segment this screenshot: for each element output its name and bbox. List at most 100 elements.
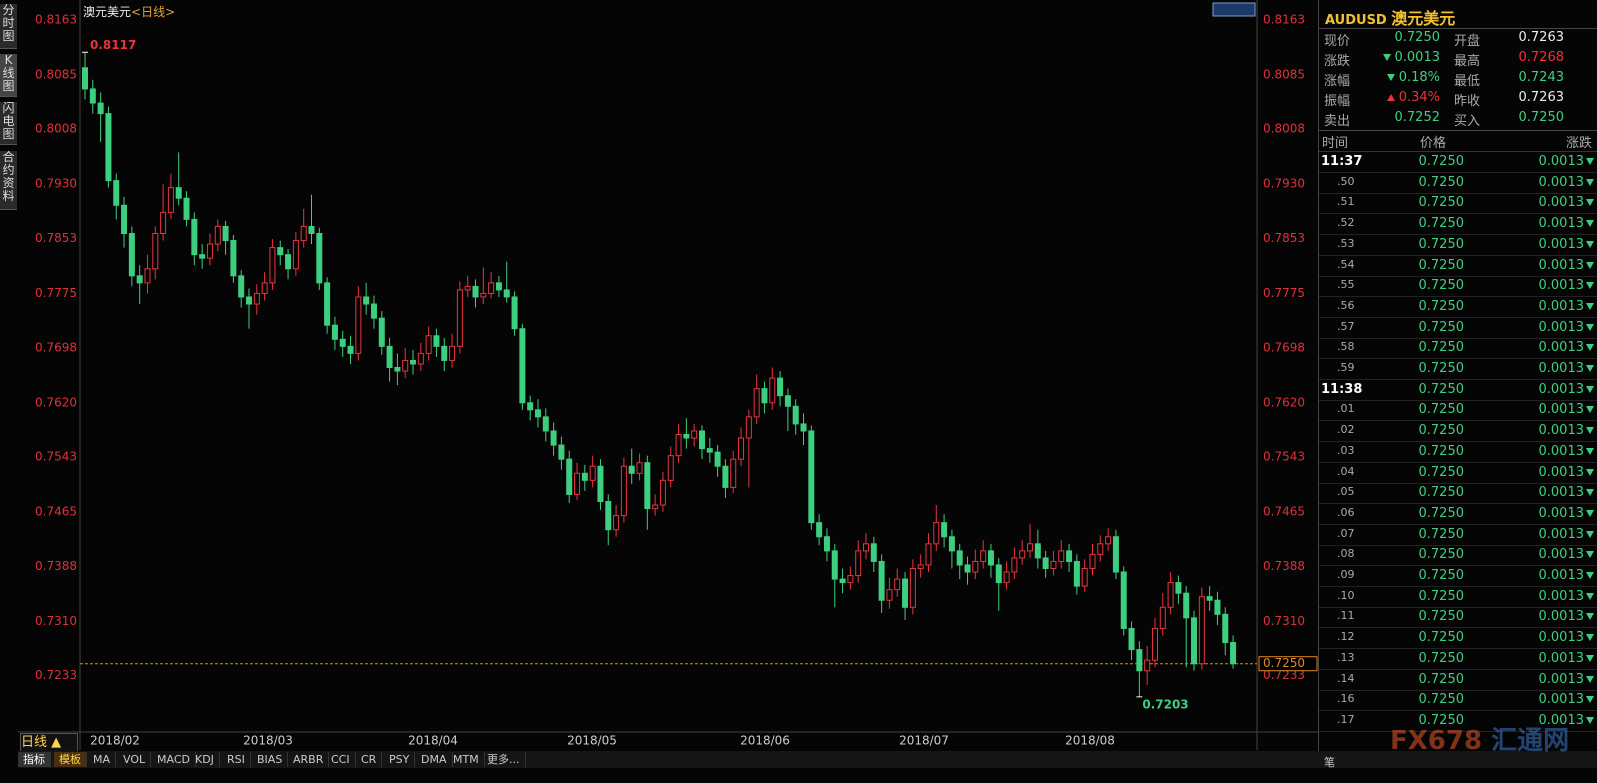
candle-body bbox=[175, 187, 182, 199]
candle-body bbox=[652, 504, 659, 510]
toolbar-button[interactable]: MTM bbox=[448, 752, 485, 767]
tick-change: 0.0013 bbox=[1539, 382, 1595, 397]
tick-time: .58 bbox=[1337, 340, 1355, 354]
tick-price: 0.7250 bbox=[1418, 298, 1465, 314]
candle-body bbox=[160, 211, 167, 235]
tick-time: .03 bbox=[1337, 443, 1355, 457]
candle-body bbox=[511, 296, 518, 330]
tick-change: 0.0013 bbox=[1539, 175, 1595, 190]
candle-body bbox=[316, 233, 323, 284]
candle-body bbox=[464, 285, 471, 291]
x-tick-label: 2018/05 bbox=[567, 734, 617, 748]
toolbar-button[interactable]: CR bbox=[356, 752, 383, 767]
tick-time: .50 bbox=[1337, 174, 1355, 188]
toolbar-button[interactable]: RSI bbox=[222, 752, 251, 767]
tick-price: 0.7250 bbox=[1418, 361, 1465, 376]
toolbar-button[interactable]: 更多... bbox=[482, 752, 526, 767]
candle-body bbox=[1034, 543, 1041, 559]
candle-body bbox=[542, 416, 549, 432]
quote-panel: AUDUSD 澳元美元 现价 0.7250 开盘 0.7263 涨跌 0.0013 最高 0.… bbox=[1318, 0, 1597, 768]
tick-header: 价格 bbox=[1420, 136, 1447, 151]
candle-body bbox=[1058, 550, 1065, 562]
y-tick-label: 0.7775 bbox=[35, 286, 77, 300]
candle-body bbox=[167, 187, 174, 213]
tab-timeshare[interactable]: 分时图 bbox=[0, 4, 17, 49]
quote-label: 卖出 bbox=[1324, 114, 1351, 129]
quote-label: 买入 bbox=[1454, 114, 1481, 129]
row-divider bbox=[1319, 689, 1597, 691]
tick-price: 0.7250 bbox=[1418, 485, 1465, 501]
tick-change: 0.0013 bbox=[1539, 423, 1595, 438]
tick-time: .12 bbox=[1337, 630, 1355, 644]
tick-time: .09 bbox=[1337, 568, 1355, 581]
tick-price: 0.7250 bbox=[1418, 236, 1465, 252]
candle-body bbox=[855, 550, 862, 577]
y-tick-label-right: 0.8163 bbox=[1263, 12, 1305, 26]
candle-body bbox=[191, 218, 198, 256]
candle-body bbox=[394, 367, 401, 372]
toolbar-button[interactable]: KDJ bbox=[190, 752, 220, 767]
y-tick-label-right: 0.8008 bbox=[1263, 122, 1305, 136]
tick-time: .13 bbox=[1337, 650, 1355, 664]
candle-body bbox=[839, 578, 846, 584]
toolbar-button[interactable]: MA bbox=[88, 752, 117, 767]
toolbar-button[interactable]: MACD bbox=[152, 752, 196, 767]
tick-price: 0.7250 bbox=[1418, 630, 1465, 646]
y-tick-label-right: 0.7620 bbox=[1263, 395, 1305, 409]
toolbar-button[interactable]: ARBR bbox=[288, 752, 330, 767]
quote-title: AUDUSD 澳元美元 bbox=[1325, 5, 1455, 29]
y-tick-label: 0.7233 bbox=[35, 668, 77, 682]
divider bbox=[1319, 28, 1597, 29]
candle-body bbox=[566, 458, 573, 495]
quote-value: 0.7243 bbox=[1518, 70, 1565, 85]
toolbar-button[interactable]: VOL bbox=[118, 752, 152, 767]
status-bar: 笔 bbox=[1318, 751, 1597, 769]
y-tick-label-right: 0.8085 bbox=[1263, 67, 1305, 81]
last-price-box bbox=[1258, 656, 1318, 672]
row-divider bbox=[1319, 606, 1597, 608]
candle-body bbox=[941, 522, 948, 538]
zoom-buttons[interactable] bbox=[1212, 2, 1256, 17]
candle-body bbox=[261, 282, 268, 294]
candle-body bbox=[370, 303, 377, 319]
candle-body bbox=[1112, 536, 1119, 573]
tab-contract[interactable]: 合约资料 bbox=[0, 151, 17, 210]
row-divider bbox=[1319, 420, 1597, 422]
candle-body bbox=[449, 345, 456, 361]
candle-body bbox=[363, 296, 370, 305]
quote-label: 最低 bbox=[1454, 74, 1481, 89]
tab-kline[interactable]: K线图 bbox=[0, 54, 17, 97]
quote-name: 澳元美元 bbox=[1391, 9, 1456, 28]
toolbar-button[interactable]: 指标 bbox=[18, 752, 51, 767]
y-tick-label-right: 0.7543 bbox=[1263, 450, 1305, 464]
tick-time: .57 bbox=[1337, 319, 1355, 333]
candle-body bbox=[714, 451, 721, 467]
toolbar-button[interactable]: PSY bbox=[384, 752, 416, 767]
y-tick-label: 0.7465 bbox=[35, 505, 77, 519]
candle-body bbox=[933, 522, 940, 545]
toolbar-button[interactable]: BIAS bbox=[252, 752, 289, 767]
candle-body bbox=[909, 567, 916, 608]
tick-price: 0.7250 bbox=[1418, 692, 1465, 708]
candle-body bbox=[972, 560, 979, 573]
y-tick-label-right: 0.7233 bbox=[1263, 668, 1305, 682]
toolbar-button[interactable]: CCI bbox=[326, 752, 356, 767]
quote-label: 振幅 bbox=[1324, 94, 1351, 109]
tick-change: 0.0013 bbox=[1539, 154, 1595, 169]
tick-change: 0.0013 bbox=[1539, 568, 1595, 583]
candle-body bbox=[503, 289, 510, 298]
candle-body bbox=[113, 180, 120, 206]
period-button[interactable]: 日线 ▲ bbox=[20, 733, 78, 752]
candle-body bbox=[698, 430, 705, 450]
quote-value: 0.7268 bbox=[1518, 50, 1565, 65]
tab-flash[interactable]: 闪电图 bbox=[0, 102, 17, 145]
toolbar-button[interactable]: 模板 bbox=[54, 752, 87, 767]
x-tick-label: 2018/08 bbox=[1065, 734, 1115, 748]
tick-price: 0.7250 bbox=[1418, 547, 1465, 563]
candle-body bbox=[1151, 627, 1158, 661]
toolbar-button[interactable]: DMA bbox=[416, 752, 453, 767]
candle-body bbox=[441, 345, 448, 361]
candle-body bbox=[738, 437, 745, 460]
candle-body bbox=[964, 564, 971, 573]
